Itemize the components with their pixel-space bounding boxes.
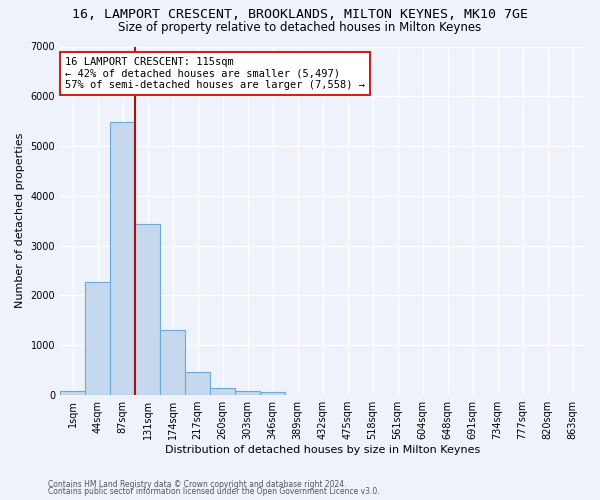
Text: Size of property relative to detached houses in Milton Keynes: Size of property relative to detached ho… bbox=[118, 21, 482, 34]
Bar bbox=[85, 282, 110, 395]
Bar bbox=[260, 392, 285, 395]
Bar bbox=[160, 330, 185, 395]
Text: Contains public sector information licensed under the Open Government Licence v3: Contains public sector information licen… bbox=[48, 487, 380, 496]
Text: 16, LAMPORT CRESCENT, BROOKLANDS, MILTON KEYNES, MK10 7GE: 16, LAMPORT CRESCENT, BROOKLANDS, MILTON… bbox=[72, 8, 528, 20]
Y-axis label: Number of detached properties: Number of detached properties bbox=[15, 133, 25, 308]
X-axis label: Distribution of detached houses by size in Milton Keynes: Distribution of detached houses by size … bbox=[165, 445, 480, 455]
Bar bbox=[235, 390, 260, 395]
Bar bbox=[60, 392, 85, 395]
Bar bbox=[210, 388, 235, 395]
Text: Contains HM Land Registry data © Crown copyright and database right 2024.: Contains HM Land Registry data © Crown c… bbox=[48, 480, 347, 489]
Bar bbox=[135, 224, 160, 395]
Text: 16 LAMPORT CRESCENT: 115sqm
← 42% of detached houses are smaller (5,497)
57% of : 16 LAMPORT CRESCENT: 115sqm ← 42% of det… bbox=[65, 57, 365, 90]
Bar bbox=[110, 122, 135, 395]
Bar bbox=[185, 372, 210, 395]
